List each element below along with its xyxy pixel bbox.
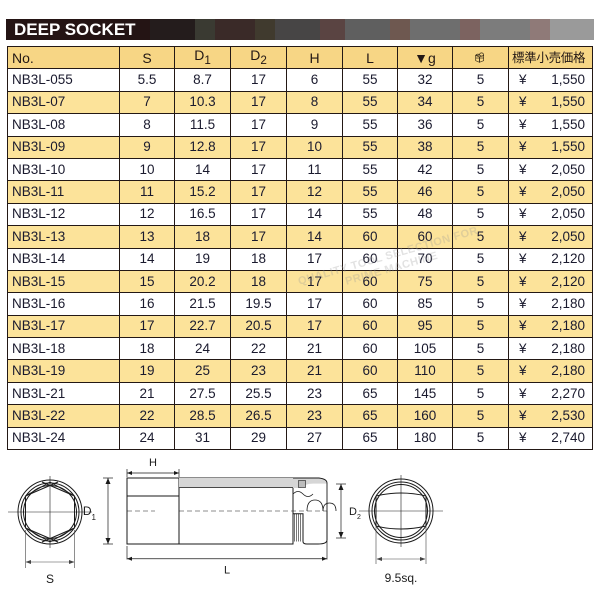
- svg-text:D1: D1: [83, 504, 97, 522]
- svg-text:L: L: [224, 565, 230, 577]
- svg-text:D2: D2: [349, 506, 361, 521]
- svg-text:S: S: [46, 572, 54, 586]
- svg-text:9.5sq.: 9.5sq.: [385, 571, 418, 585]
- svg-text:H: H: [149, 457, 157, 469]
